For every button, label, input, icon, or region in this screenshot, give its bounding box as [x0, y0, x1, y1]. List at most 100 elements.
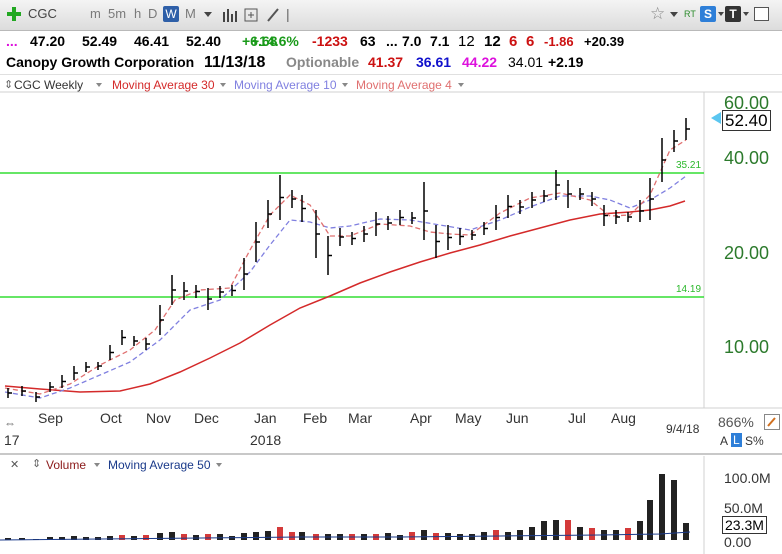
quote-v1: -1233	[312, 33, 348, 49]
scale-l-button[interactable]: L	[731, 433, 742, 447]
scale-a-button[interactable]: A	[720, 434, 729, 448]
quote-v3: ...	[386, 33, 398, 49]
rt-button[interactable]: RT	[684, 9, 696, 19]
month-jul: Jul	[568, 410, 586, 426]
company-line: Canopy Growth Corporation 11/13/18 Optio…	[0, 54, 782, 74]
t-arrow-icon[interactable]	[743, 12, 749, 16]
volume-ma-arrow-icon[interactable]	[216, 463, 222, 467]
volume-label[interactable]: Volume	[46, 458, 87, 472]
quote-low: 46.41	[134, 33, 170, 49]
legend-ma30[interactable]: Moving Average 30	[112, 78, 215, 92]
quote-v2: 63	[360, 33, 376, 49]
support-label: 14.19	[676, 284, 702, 295]
legend-ma4[interactable]: Moving Average 4	[356, 78, 452, 92]
scale-pct-button[interactable]: S%	[745, 434, 764, 448]
t-button[interactable]: T	[725, 6, 741, 22]
toolbar: CGC m 5m h D W M | ☆ RT S T	[0, 0, 782, 31]
legend-series[interactable]: CGC Weekly	[14, 78, 84, 92]
last-price-tag: 52.40	[722, 110, 771, 131]
chevron-down-icon-2[interactable]	[670, 12, 678, 17]
volume-arrow-icon[interactable]	[94, 463, 100, 467]
resistance-label: 35.21	[676, 160, 702, 171]
company-n4: 34.01	[508, 54, 544, 70]
period-m[interactable]: m	[90, 6, 101, 21]
volume-ma-label[interactable]: Moving Average 50	[108, 458, 211, 472]
month-apr: Apr	[410, 410, 432, 426]
quote-v7: 12	[484, 33, 501, 50]
quote-v9: 6	[526, 33, 535, 50]
quote-v6: 12	[458, 33, 475, 50]
edit-icon[interactable]	[764, 414, 780, 430]
period-m-month[interactable]: M	[185, 6, 196, 21]
month-jan: Jan	[254, 410, 277, 426]
month-oct: Oct	[100, 410, 122, 426]
s-button[interactable]: S	[700, 6, 716, 22]
symbol-field[interactable]: CGC	[28, 6, 57, 21]
month-mar: Mar	[348, 410, 373, 426]
price-axis-40: 40.00	[724, 148, 770, 168]
price-axis-20: 20.00	[724, 243, 770, 263]
window-icon[interactable]	[754, 7, 769, 21]
quote-line: ... 47.20 52.49 46.41 52.40 +6.68 +14.6%…	[0, 33, 782, 53]
company-name: Canopy Growth Corporation	[6, 54, 195, 70]
volume-axis-100m: 100.0M	[724, 470, 771, 486]
period-5m[interactable]: 5m	[108, 6, 127, 21]
month-nov: Nov	[146, 410, 171, 426]
period-d[interactable]: D	[148, 6, 158, 21]
month-feb: Feb	[303, 410, 328, 426]
zoom-level[interactable]: 866%	[718, 414, 754, 430]
legend-series-arrow-icon[interactable]	[96, 83, 102, 87]
quote-dots: ...	[6, 33, 18, 49]
quote-v4: 7.0	[402, 33, 422, 49]
price-axis-60: 60.00	[724, 93, 770, 113]
price-axis-10: 10.00	[724, 337, 770, 357]
optionable-label: Optionable	[286, 54, 360, 70]
volume-close-icon[interactable]: ✕	[10, 459, 20, 471]
bar-chart-icon[interactable]	[222, 8, 238, 27]
star-icon[interactable]: ☆	[650, 4, 666, 23]
legend-ma30-arrow-icon[interactable]	[220, 83, 226, 87]
volume-toggle-icon[interactable]: ⇕	[32, 458, 42, 470]
quote-close: 52.40	[186, 33, 222, 49]
compare-icon[interactable]	[244, 8, 260, 27]
scroll-arrows-icon[interactable]: ⇔	[4, 416, 16, 430]
chart-legend: ⇕ CGC Weekly Moving Average 30 Moving Av…	[0, 74, 782, 93]
company-n3: 44.22	[462, 54, 498, 70]
legend-ma10[interactable]: Moving Average 10	[234, 78, 337, 92]
quote-high: 52.49	[82, 33, 118, 49]
period-h[interactable]: h	[134, 6, 142, 21]
last-price-marker-icon	[711, 112, 721, 124]
legend-toggle-icon[interactable]: ⇕	[4, 79, 14, 91]
company-date: 11/13/18	[204, 54, 266, 71]
s-arrow-icon[interactable]	[718, 12, 724, 16]
company-n5: +2.19	[548, 54, 584, 70]
quote-change: +6.68	[242, 33, 278, 49]
volume-axis-0: 0.00	[724, 534, 752, 550]
quote-v5: 7.1	[430, 33, 450, 49]
legend-ma4-arrow-icon[interactable]	[458, 83, 464, 87]
quote-v11: +20.39	[584, 34, 625, 49]
draw-icon[interactable]	[266, 7, 280, 28]
volume-ma-line	[0, 531, 691, 541]
company-n1: 41.37	[368, 54, 404, 70]
quote-v10: -1.86	[544, 34, 574, 49]
more-icon[interactable]: |	[286, 6, 290, 22]
year-label: 2018	[250, 432, 282, 448]
ma10-line	[4, 175, 687, 399]
month-aug: Aug	[611, 410, 636, 426]
month-may: May	[455, 410, 482, 426]
volume-pane-divider[interactable]	[0, 453, 782, 455]
ma30-line	[4, 200, 686, 393]
chevron-down-icon[interactable]	[204, 12, 212, 17]
ohlc-bars	[7, 118, 690, 402]
volume-axis-50m: 50.0M	[724, 500, 763, 516]
add-icon[interactable]	[6, 6, 22, 22]
quote-v8: 6	[509, 33, 518, 50]
period-w[interactable]: W	[163, 6, 179, 22]
legend-ma10-arrow-icon[interactable]	[342, 83, 348, 87]
company-n2: 36.61	[416, 54, 452, 70]
year-start-label: 17	[4, 432, 20, 448]
end-date: 9/4/18	[666, 422, 700, 436]
